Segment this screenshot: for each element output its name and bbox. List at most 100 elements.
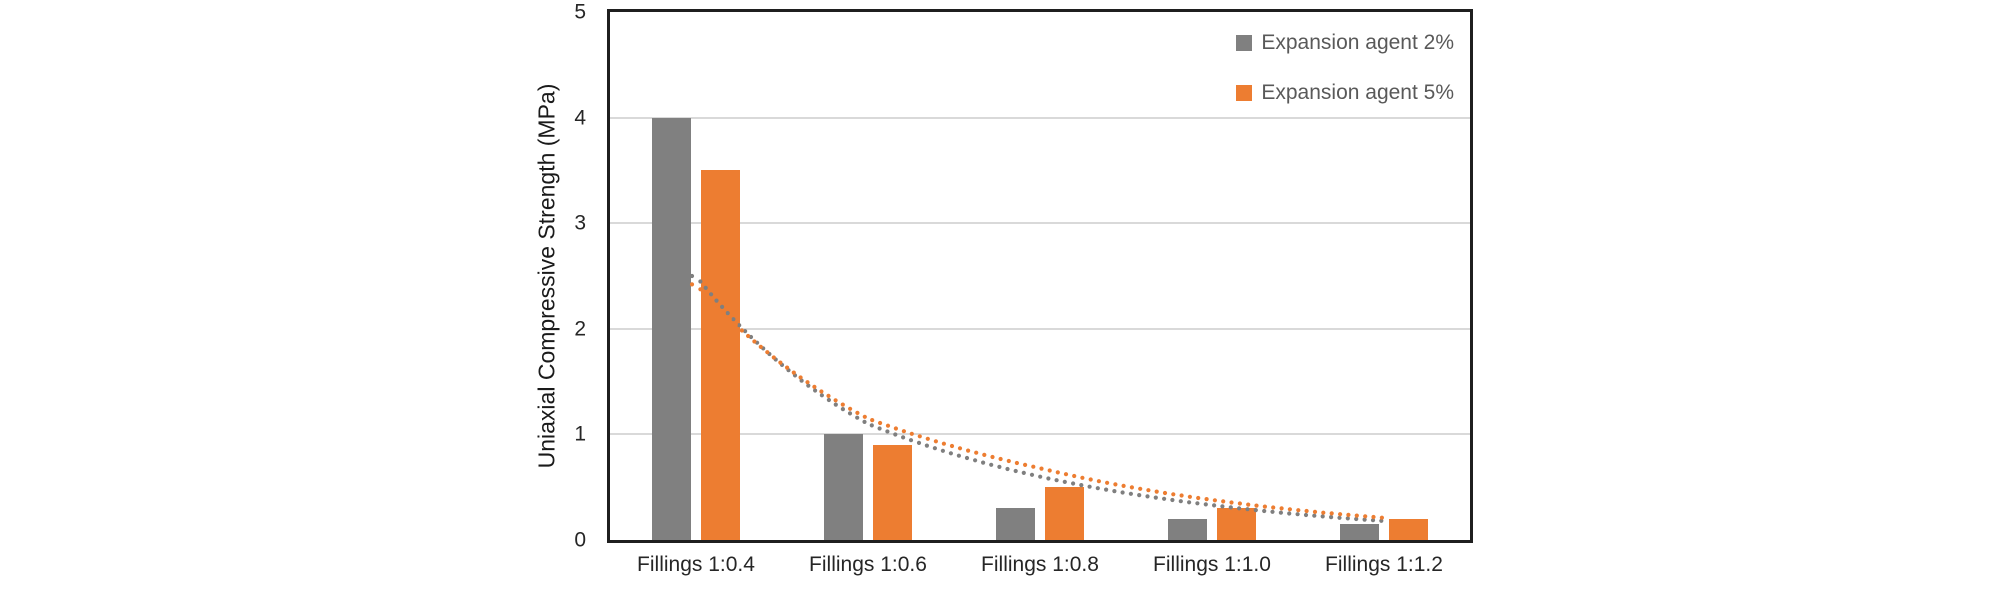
trend-dot — [1245, 507, 1250, 512]
trend-dot — [966, 448, 971, 453]
trend-dot — [833, 402, 838, 407]
legend-swatch-icon — [1236, 35, 1253, 51]
trend-dot — [1220, 504, 1225, 509]
trend-dot — [1221, 499, 1226, 504]
trend-dot — [855, 410, 860, 415]
trend-dot — [703, 285, 708, 290]
legend-swatch-icon — [1236, 85, 1253, 101]
trend-dot — [1228, 505, 1233, 510]
bar-series2-cat2 — [873, 444, 912, 540]
trend-dot — [940, 448, 945, 453]
bar-series1-cat4 — [1168, 518, 1207, 540]
trend-dot — [1046, 476, 1051, 481]
trend-dot — [1038, 474, 1043, 479]
trend-dot — [1304, 508, 1309, 514]
trend-dot — [1187, 494, 1192, 499]
trend-dot — [989, 462, 994, 467]
trend-dot — [806, 383, 811, 388]
trend-dot — [964, 455, 970, 461]
trend-dot — [1278, 510, 1283, 515]
trend-dot — [1128, 491, 1133, 496]
trend-dot — [698, 279, 703, 284]
trend-dot — [1354, 513, 1359, 518]
trend-dot — [957, 446, 963, 451]
trend-dot — [709, 299, 714, 304]
trend-dot — [1178, 499, 1183, 504]
trend-dot — [765, 350, 770, 355]
trend-dot — [1153, 495, 1158, 500]
trend-dot — [813, 388, 818, 393]
trend-dot — [1062, 479, 1067, 484]
trend-dot — [1014, 460, 1019, 466]
gridline — [610, 116, 1470, 119]
trend-dot — [1055, 470, 1060, 475]
trend-dot — [1346, 512, 1351, 517]
trend-dot — [1105, 480, 1110, 485]
trend-dot — [1112, 489, 1117, 494]
gridline — [610, 222, 1470, 225]
trend-dot — [1363, 514, 1368, 519]
trend-dot — [1146, 488, 1151, 493]
trend-dot — [917, 434, 922, 439]
trend-dot — [1246, 502, 1251, 507]
trend-dot — [990, 454, 995, 460]
trend-dot — [941, 441, 946, 446]
trend-dot — [746, 333, 751, 339]
x-axis-label: Fillings 1:1.0 — [1153, 553, 1271, 576]
bar-series1-cat3 — [996, 508, 1035, 540]
trend-dot — [812, 384, 817, 389]
x-axis-label: Fillings 1:0.6 — [809, 553, 927, 576]
trend-dot — [791, 370, 796, 375]
trend-dot — [997, 464, 1002, 469]
trend-dot — [877, 426, 882, 431]
trend-dot — [1088, 477, 1093, 482]
trend-dot — [1013, 468, 1018, 474]
trend-dot — [1047, 468, 1052, 473]
bar-series1-cat2 — [824, 434, 863, 540]
trend-dot — [862, 414, 867, 419]
trend-dot — [949, 443, 955, 449]
y-axis-tick: 1 — [574, 422, 586, 446]
trend-dot — [826, 397, 831, 403]
trend-dot — [998, 456, 1003, 462]
trend-dot — [733, 322, 738, 327]
trend-dot — [1321, 510, 1326, 515]
trend-dot — [1320, 514, 1325, 519]
trend-dot — [758, 344, 763, 349]
trend-dot — [1179, 493, 1184, 498]
trend-dot — [1237, 506, 1242, 511]
trend-dot — [1370, 518, 1376, 523]
trend-dot — [771, 355, 776, 360]
y-axis-tick: 2 — [574, 317, 586, 341]
trend-dot — [698, 287, 703, 292]
bar-series1-cat1 — [652, 117, 691, 540]
trend-dot — [869, 423, 874, 428]
legend: Expansion agent 2% Expansion agent 5% — [1236, 18, 1454, 118]
plot-area: Expansion agent 2% Expansion agent 5% — [607, 9, 1473, 543]
trend-dot — [974, 450, 979, 455]
trend-dot — [870, 418, 875, 423]
trend-dot — [1187, 500, 1192, 505]
trend-dot — [1329, 511, 1334, 516]
trend-dot — [932, 446, 937, 451]
trend-dot — [893, 432, 898, 437]
trend-dot — [909, 431, 914, 436]
y-axis-tick: 5 — [574, 0, 586, 24]
trend-dot — [878, 420, 883, 426]
legend-label: Expansion agent 5% — [1261, 81, 1454, 104]
trend-dot — [1138, 486, 1143, 491]
trend-dot — [1212, 498, 1217, 503]
trend-dot — [1270, 509, 1275, 514]
trend-dot — [1120, 490, 1125, 495]
trend-dot — [1113, 482, 1118, 487]
trend-dot — [908, 438, 914, 443]
trend-dot — [721, 311, 726, 316]
trend-dot — [1095, 486, 1100, 491]
trend-dot — [885, 429, 890, 434]
trend-dot — [1379, 515, 1384, 520]
trend-dot — [798, 375, 803, 380]
trend-dot — [785, 365, 790, 370]
bar-series1-cat5 — [1340, 524, 1379, 540]
gridline — [610, 327, 1470, 330]
trend-dot — [1154, 489, 1159, 494]
